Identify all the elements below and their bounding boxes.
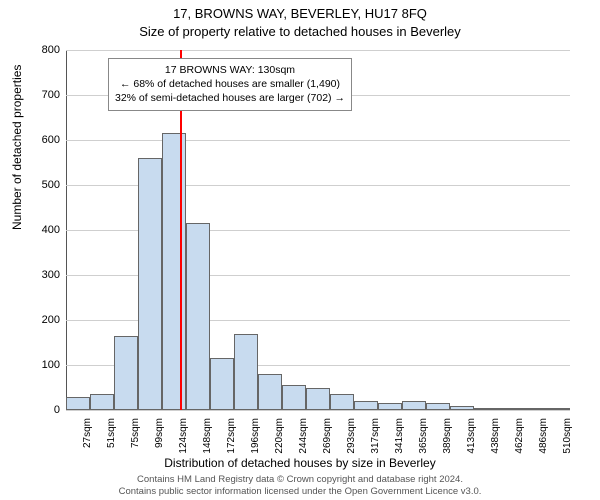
y-tick-label: 0 bbox=[54, 404, 60, 416]
histogram-bar bbox=[306, 388, 330, 411]
histogram-bar bbox=[210, 358, 234, 410]
x-tick-label: 244sqm bbox=[298, 418, 309, 454]
histogram-bar bbox=[498, 408, 522, 410]
x-tick-label: 293sqm bbox=[346, 418, 357, 454]
y-tick-label: 600 bbox=[42, 134, 60, 146]
x-tick-label: 75sqm bbox=[130, 418, 141, 448]
x-tick-label: 486sqm bbox=[538, 418, 549, 454]
annotation-line-1: 17 BROWNS WAY: 130sqm bbox=[115, 63, 345, 77]
y-tick-label: 500 bbox=[42, 179, 60, 191]
histogram-bar bbox=[234, 334, 258, 411]
histogram-bar bbox=[546, 408, 570, 410]
y-axis-label: Number of detached properties bbox=[10, 65, 24, 230]
histogram-bar bbox=[282, 385, 306, 410]
y-tick-label: 700 bbox=[42, 89, 60, 101]
y-tick-label: 400 bbox=[42, 224, 60, 236]
y-tick-label: 300 bbox=[42, 269, 60, 281]
histogram-bar bbox=[114, 336, 138, 410]
x-tick-label: 27sqm bbox=[82, 418, 93, 448]
histogram-bar bbox=[426, 403, 450, 410]
histogram-bar bbox=[138, 158, 162, 410]
page-title-subtitle: Size of property relative to detached ho… bbox=[0, 24, 600, 39]
x-tick-label: 317sqm bbox=[370, 418, 381, 454]
histogram-bar bbox=[474, 408, 498, 410]
gridline-h bbox=[66, 410, 570, 411]
chart-annotation-box: 17 BROWNS WAY: 130sqm ← 68% of detached … bbox=[108, 58, 352, 111]
histogram-bar bbox=[522, 408, 546, 410]
chart-plot-area: 010020030040050060070080027sqm51sqm75sqm… bbox=[66, 50, 570, 410]
x-tick-label: 172sqm bbox=[226, 418, 237, 454]
gridline-h bbox=[66, 140, 570, 141]
x-tick-label: 365sqm bbox=[418, 418, 429, 454]
histogram-bar bbox=[90, 394, 114, 410]
x-tick-label: 341sqm bbox=[394, 418, 405, 454]
y-tick-label: 100 bbox=[42, 359, 60, 371]
y-tick-label: 800 bbox=[42, 44, 60, 56]
gridline-h bbox=[66, 50, 570, 51]
x-tick-label: 413sqm bbox=[466, 418, 477, 454]
x-axis-label: Distribution of detached houses by size … bbox=[0, 456, 600, 470]
x-tick-label: 148sqm bbox=[202, 418, 213, 454]
annotation-line-3: 32% of semi-detached houses are larger (… bbox=[115, 91, 345, 105]
x-tick-label: 220sqm bbox=[274, 418, 285, 454]
histogram-bar bbox=[402, 401, 426, 410]
page-root: 17, BROWNS WAY, BEVERLEY, HU17 8FQ Size … bbox=[0, 0, 600, 500]
x-tick-label: 438sqm bbox=[490, 418, 501, 454]
histogram-bar bbox=[354, 401, 378, 410]
x-tick-label: 389sqm bbox=[442, 418, 453, 454]
x-tick-label: 196sqm bbox=[250, 418, 261, 454]
x-tick-label: 269sqm bbox=[322, 418, 333, 454]
x-tick-label: 124sqm bbox=[178, 418, 189, 454]
annotation-line-2: ← 68% of detached houses are smaller (1,… bbox=[115, 77, 345, 91]
histogram-bar bbox=[330, 394, 354, 410]
histogram-bar bbox=[186, 223, 210, 410]
x-tick-label: 51sqm bbox=[106, 418, 117, 448]
y-tick-label: 200 bbox=[42, 314, 60, 326]
histogram-bar bbox=[450, 406, 474, 411]
histogram-bar bbox=[378, 403, 402, 410]
x-tick-label: 99sqm bbox=[154, 418, 165, 448]
histogram-bar bbox=[66, 397, 90, 411]
x-tick-label: 462sqm bbox=[514, 418, 525, 454]
footer-line-1: Contains HM Land Registry data © Crown c… bbox=[0, 474, 600, 486]
footer-line-2: Contains public sector information licen… bbox=[0, 486, 600, 498]
histogram-bar bbox=[162, 133, 186, 410]
histogram-bar bbox=[258, 374, 282, 410]
footer-attribution: Contains HM Land Registry data © Crown c… bbox=[0, 474, 600, 498]
x-tick-label: 510sqm bbox=[562, 418, 573, 454]
page-title-address: 17, BROWNS WAY, BEVERLEY, HU17 8FQ bbox=[0, 6, 600, 21]
